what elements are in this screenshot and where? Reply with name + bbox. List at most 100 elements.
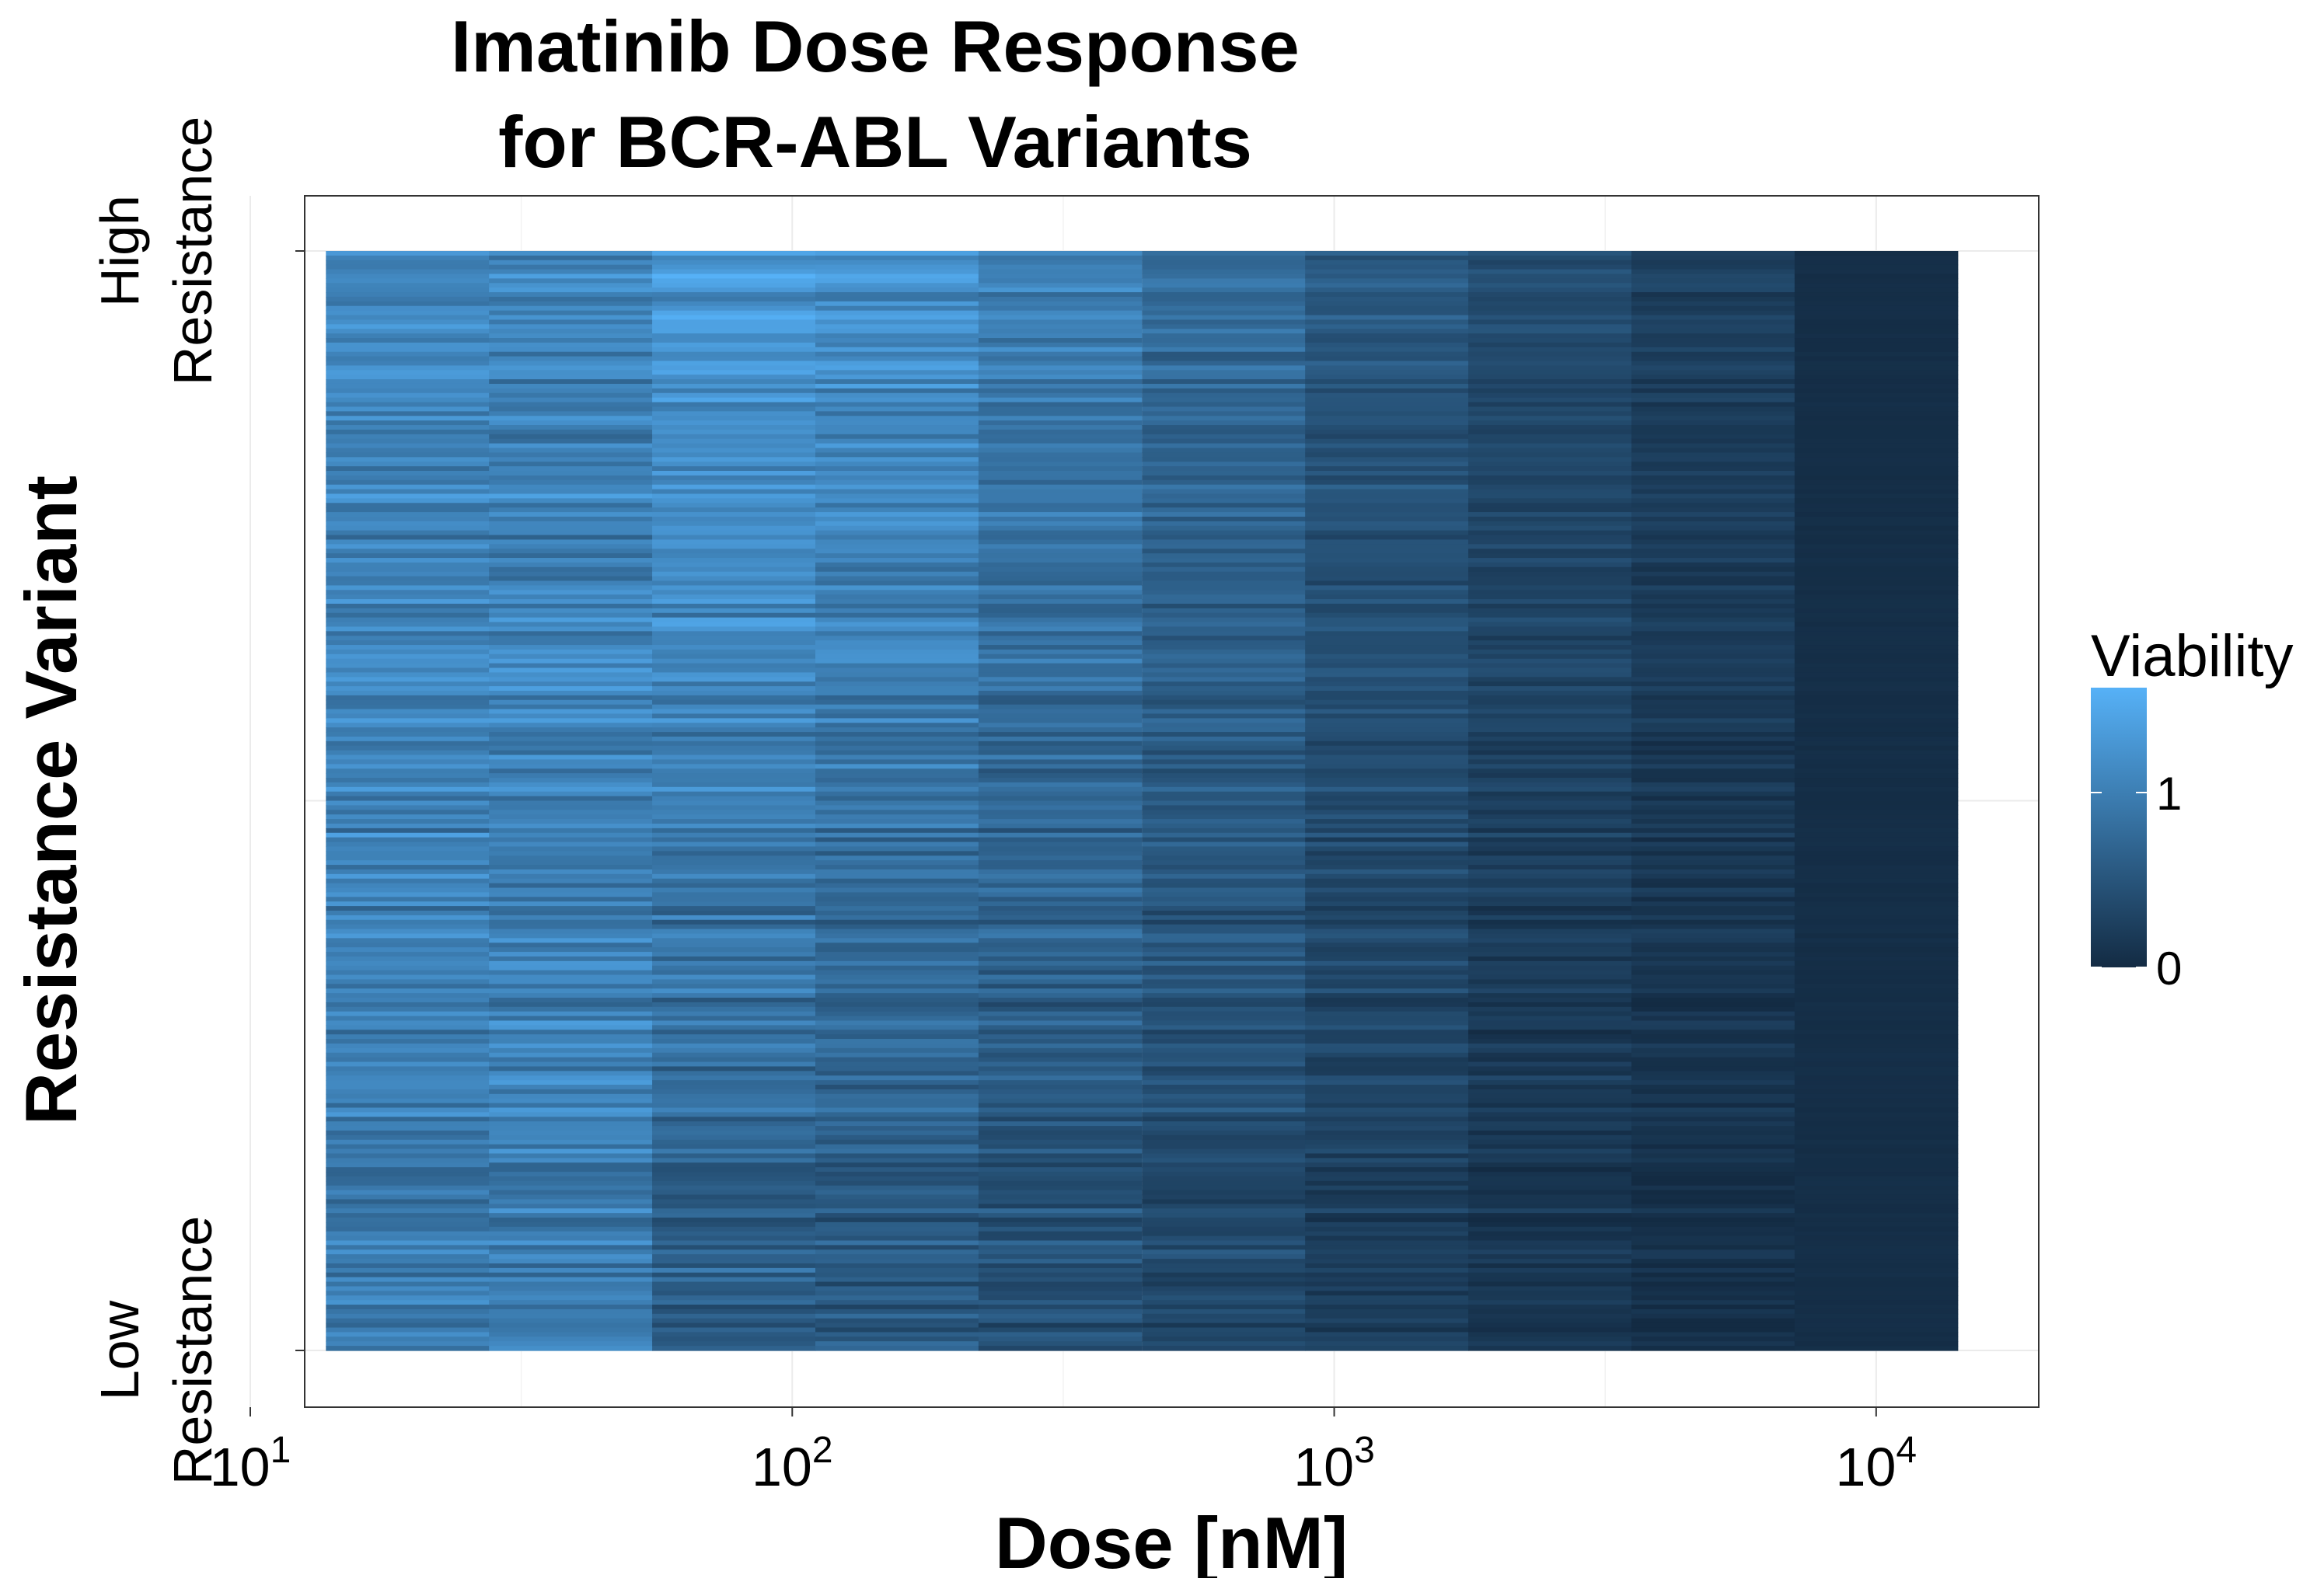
- heatmap-cell: [1631, 1313, 1795, 1319]
- heatmap-cell: [1142, 663, 1306, 669]
- heatmap-cell: [1468, 1016, 1632, 1022]
- heatmap-cell: [1794, 539, 1959, 545]
- heatmap-cell: [1631, 603, 1795, 609]
- heatmap-cell: [1631, 1226, 1795, 1232]
- heatmap-cell: [1305, 599, 1469, 605]
- heatmap-cell: [1794, 773, 1959, 779]
- heatmap-cell: [1468, 1249, 1632, 1255]
- heatmap-cell: [1794, 1061, 1959, 1068]
- heatmap-cell: [815, 347, 979, 353]
- heatmap-cell: [815, 1112, 979, 1117]
- heatmap-cell: [815, 1080, 979, 1085]
- heatmap-cell: [652, 1043, 816, 1049]
- heatmap-cell: [1305, 1305, 1469, 1310]
- heatmap-cell: [1468, 1300, 1632, 1305]
- heatmap-cell: [1142, 732, 1306, 737]
- heatmap-cell: [326, 1144, 490, 1150]
- heatmap-cell: [326, 342, 490, 348]
- heatmap-cell: [1468, 1240, 1632, 1246]
- heatmap-cell: [1468, 1313, 1632, 1319]
- heatmap-cell: [489, 1218, 653, 1223]
- heatmap-cell: [1468, 1121, 1632, 1127]
- heatmap-cell: [1631, 1281, 1795, 1288]
- heatmap-cell: [489, 1341, 653, 1347]
- heatmap-cell: [326, 878, 490, 884]
- heatmap-cell: [326, 832, 490, 838]
- heatmap-cell: [815, 869, 979, 875]
- heatmap-cell: [489, 810, 653, 815]
- heatmap-cell: [652, 590, 816, 595]
- heatmap-cell: [1305, 1194, 1469, 1200]
- heatmap-cell: [1631, 924, 1795, 930]
- heatmap-cell: [1142, 342, 1306, 348]
- heatmap-cell: [1631, 911, 1795, 916]
- heatmap-cell: [326, 608, 490, 614]
- heatmap-cell: [1468, 356, 1632, 362]
- heatmap-cell: [1468, 283, 1632, 288]
- heatmap-cell: [1631, 1190, 1795, 1196]
- heatmap-cell: [1794, 1194, 1959, 1200]
- heatmap-cell: [326, 709, 490, 715]
- heatmap-cell: [489, 1039, 653, 1044]
- heatmap-cell: [1305, 397, 1469, 403]
- heatmap-cell: [326, 796, 490, 802]
- heatmap-cell: [652, 379, 816, 385]
- heatmap-cell: [1631, 255, 1795, 261]
- heatmap-cell: [652, 1245, 816, 1250]
- heatmap-cell: [1794, 878, 1959, 884]
- heatmap-cell: [978, 351, 1143, 357]
- heatmap-cell: [978, 255, 1143, 261]
- heatmap-cell: [1305, 1272, 1469, 1278]
- heatmap-cell: [978, 260, 1143, 266]
- heatmap-cell: [978, 1341, 1143, 1347]
- heatmap-cell: [1305, 636, 1469, 641]
- heatmap-cell: [652, 759, 816, 765]
- heatmap-cell: [326, 296, 490, 302]
- heatmap-cell: [815, 296, 979, 302]
- heatmap-cell: [1631, 736, 1795, 742]
- heatmap-cell: [1142, 709, 1306, 715]
- heatmap-cell: [1305, 699, 1469, 706]
- heatmap-cell: [326, 1318, 490, 1324]
- heatmap-cell: [978, 1249, 1143, 1255]
- heatmap-cell: [489, 1006, 653, 1012]
- heatmap-cell: [1631, 732, 1795, 737]
- heatmap-cell: [652, 658, 816, 664]
- heatmap-cell: [326, 1308, 490, 1315]
- heatmap-cell: [1468, 1131, 1632, 1136]
- heatmap-cell: [978, 878, 1143, 884]
- heatmap-cell: [1142, 943, 1306, 948]
- heatmap-cell: [1468, 406, 1632, 412]
- heatmap-cell: [978, 1061, 1143, 1068]
- heatmap-cell: [1305, 732, 1469, 737]
- heatmap-cell: [489, 988, 653, 994]
- heatmap-cell: [1305, 993, 1469, 998]
- heatmap-cell: [1468, 397, 1632, 403]
- heatmap-cell: [1142, 1034, 1306, 1040]
- heatmap-cell: [1631, 649, 1795, 655]
- heatmap-cell: [489, 375, 653, 380]
- heatmap-cell: [652, 1322, 816, 1329]
- heatmap-cell: [1142, 576, 1306, 582]
- heatmap-cell: [1305, 828, 1469, 834]
- heatmap-cell: [1305, 782, 1469, 788]
- heatmap-cell: [489, 1221, 653, 1228]
- heatmap-cell: [1468, 383, 1632, 389]
- heatmap-cell: [1305, 842, 1469, 848]
- heatmap-cell: [489, 612, 653, 619]
- heatmap-cell: [1631, 750, 1795, 756]
- heatmap-cell: [326, 255, 490, 261]
- heatmap-cell: [1142, 512, 1306, 517]
- heatmap-cell: [1794, 686, 1959, 692]
- heatmap-cell: [1631, 1249, 1795, 1255]
- heatmap-cell: [1468, 645, 1632, 650]
- heatmap-cell: [652, 938, 816, 943]
- heatmap-cell: [652, 416, 816, 421]
- heatmap-cell: [815, 1131, 979, 1136]
- heatmap-cell: [652, 498, 816, 504]
- heatmap-cell: [1305, 549, 1469, 554]
- heatmap-cell: [1305, 695, 1469, 701]
- heatmap-cell: [1142, 919, 1306, 925]
- heatmap-cell: [326, 1221, 490, 1228]
- heatmap-cell: [1631, 869, 1795, 875]
